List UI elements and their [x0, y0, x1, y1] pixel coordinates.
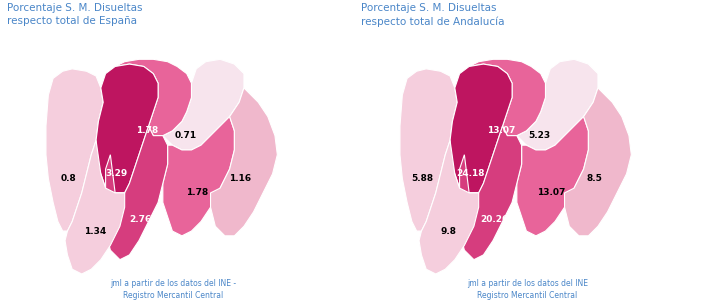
Text: 1.16: 1.16: [229, 174, 251, 183]
Text: jml a partir de los datos del INE -
Registro Mercantil Central: jml a partir de los datos del INE - Regi…: [110, 279, 236, 300]
Text: 8.5: 8.5: [586, 174, 603, 183]
Polygon shape: [450, 64, 512, 193]
Text: 13.07: 13.07: [487, 126, 515, 135]
Polygon shape: [459, 126, 522, 260]
Polygon shape: [163, 117, 234, 236]
Polygon shape: [517, 117, 588, 236]
Text: Porcentaje S. M. Disueltas
respecto total de España: Porcentaje S. M. Disueltas respecto tota…: [7, 3, 142, 26]
Text: 1.34: 1.34: [84, 227, 106, 235]
Text: 5.88: 5.88: [411, 174, 434, 183]
Polygon shape: [115, 59, 191, 136]
Polygon shape: [400, 69, 457, 231]
Text: 20.26: 20.26: [480, 215, 508, 224]
Text: 13.07: 13.07: [537, 188, 566, 197]
Text: 3.29: 3.29: [105, 169, 127, 178]
Polygon shape: [163, 59, 244, 150]
Polygon shape: [210, 88, 278, 236]
Text: 9.8: 9.8: [441, 227, 457, 235]
Polygon shape: [517, 59, 598, 150]
Text: jml a partir de los datos del INE
Registro Mercantil Central: jml a partir de los datos del INE Regist…: [467, 279, 588, 300]
Polygon shape: [96, 64, 158, 193]
Text: 1.78: 1.78: [186, 188, 209, 197]
Text: 2.76: 2.76: [129, 215, 152, 224]
Text: 0.8: 0.8: [61, 174, 76, 183]
Polygon shape: [469, 59, 545, 136]
Text: 5.23: 5.23: [528, 131, 551, 140]
Text: Porcentaje S. M. Disueltas
respecto total de Andalucía: Porcentaje S. M. Disueltas respecto tota…: [361, 3, 505, 27]
Text: 1.78: 1.78: [136, 126, 159, 135]
Text: 24.18: 24.18: [456, 169, 484, 178]
Text: 0.71: 0.71: [174, 131, 197, 140]
Polygon shape: [105, 126, 168, 260]
Polygon shape: [419, 140, 479, 274]
Polygon shape: [564, 88, 632, 236]
Polygon shape: [65, 140, 125, 274]
Polygon shape: [46, 69, 103, 231]
